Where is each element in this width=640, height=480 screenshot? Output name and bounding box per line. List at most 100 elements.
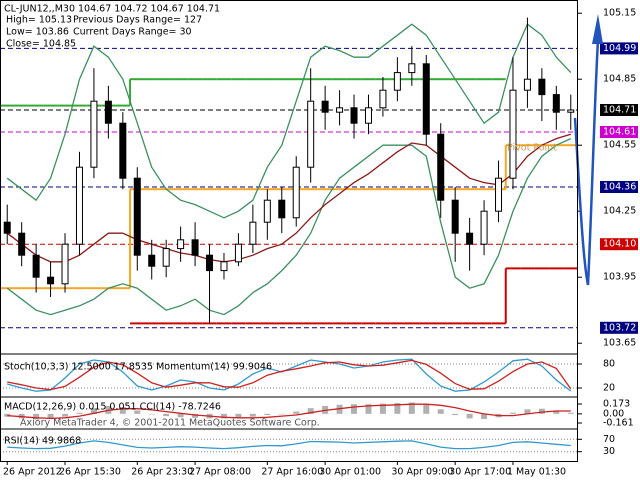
main-plot [0, 17, 578, 329]
level-box [600, 42, 638, 55]
candle-body [234, 243, 242, 263]
macd-bar [307, 408, 314, 414]
candle-body [90, 100, 98, 168]
candle-body [422, 63, 430, 135]
level-label: 104.71 [603, 105, 636, 116]
candle-body [307, 100, 315, 168]
info-text: Current Days Range= 30 [73, 27, 192, 38]
x-tick-label: 1 May 01:30 [507, 467, 566, 478]
macd-bar [177, 413, 184, 418]
plot-layer: 105.15 104.85 104.55 104.25 103.95 103.65 104.… [0, 8, 638, 478]
candle-body [177, 239, 185, 250]
macd-bar [553, 410, 560, 414]
candle-body [191, 239, 199, 256]
macd-bar [62, 413, 69, 417]
indicator-line [6, 133, 571, 263]
y-tick-label: 30 [603, 446, 615, 457]
candle-body [437, 133, 445, 201]
macd-bar [437, 409, 444, 414]
candle-body [104, 100, 112, 124]
candle-body [538, 78, 546, 96]
candle-body [61, 243, 69, 285]
pivot-label: Pivot Point [507, 143, 557, 154]
info-text: High= 105.13 [6, 15, 72, 26]
candle-body [206, 254, 214, 272]
candle-body [119, 122, 127, 179]
info-text: Previous Days Range= 127 [73, 15, 202, 26]
candle-body [336, 107, 344, 113]
candle-body [292, 166, 300, 219]
candle-body [480, 210, 488, 245]
x-tick-label: 30 Apr 17:00 [449, 467, 511, 478]
y-tick-label: -0.161 [603, 418, 634, 429]
level-label: 104.61 [603, 127, 636, 138]
macd-bar [249, 413, 256, 417]
level-box [600, 126, 638, 138]
candle-body [408, 63, 416, 74]
macd-bar [379, 403, 386, 414]
candle-body [393, 72, 401, 91]
macd-bar [466, 413, 473, 419]
indicator-line [7, 359, 572, 391]
candle-body [133, 177, 141, 256]
macd-bar [192, 413, 199, 418]
info-text: Low= 103.86 [6, 27, 69, 38]
candle-body [552, 94, 560, 113]
candle-body [47, 276, 55, 285]
x-tick-label: 27 Apr 16:00 [261, 467, 323, 478]
y-tick-label: 70 [603, 434, 615, 445]
panel-title: MACD(12,26,9) 0.015 0.051 CCI(14) -78.72… [4, 402, 221, 413]
level-box [600, 181, 638, 193]
candle-body [75, 166, 83, 245]
y-tick-label: 80 [603, 359, 615, 370]
macd-bar [119, 407, 126, 414]
level-label: 104.36 [603, 182, 636, 193]
y-tick-label: 0.173 [603, 399, 630, 410]
y-tick-label: 104.55 [603, 140, 636, 151]
level-box [600, 104, 638, 116]
indicator-line [7, 358, 572, 392]
frame [0, 0, 578, 462]
candle-body [495, 177, 503, 212]
macd-bar [351, 404, 358, 414]
x-tick-label: 26 Apr 23:30 [131, 467, 193, 478]
indicator-line [7, 403, 571, 420]
candle-body [249, 221, 257, 245]
y-tick-label: 104.85 [603, 74, 636, 85]
x-tick-label: 30 Apr 09:00 [391, 467, 453, 478]
macd-bar [538, 408, 545, 414]
macd-bar [76, 412, 83, 414]
candle-body [32, 254, 40, 278]
macd-bar [423, 404, 430, 414]
candle-body [220, 261, 228, 272]
candle-body [18, 232, 26, 256]
macd-bar [408, 402, 415, 414]
macd-bar [452, 413, 459, 415]
x-tick-label: 27 Apr 08:00 [189, 467, 251, 478]
candle-body [278, 199, 286, 219]
macd-bar [163, 413, 170, 417]
y-tick-label: 103.95 [603, 272, 636, 283]
candle-body [162, 248, 170, 267]
level-label: 104.99 [603, 43, 636, 54]
indicator-line [7, 440, 571, 450]
candle-body [567, 109, 575, 113]
y-tick-label: 103.65 [603, 338, 636, 349]
macd-bar [509, 412, 516, 414]
candle-body [523, 78, 531, 91]
macd-bar [47, 413, 54, 419]
x-tick-label: 30 Apr 01:00 [319, 467, 381, 478]
candle-body [263, 199, 271, 223]
macd-bar [134, 410, 141, 414]
y-tick-label: 105.15 [603, 8, 636, 19]
macd-bar [264, 413, 271, 415]
candle-body [466, 232, 474, 245]
projection-arrow [592, 14, 603, 44]
macd-bar [90, 408, 97, 414]
candle-body [148, 254, 156, 267]
y-tick-label: 104.25 [603, 206, 636, 217]
macd-bar [567, 412, 574, 414]
level-label: 104.10 [603, 239, 636, 250]
y-tick-label: 20 [603, 383, 615, 394]
